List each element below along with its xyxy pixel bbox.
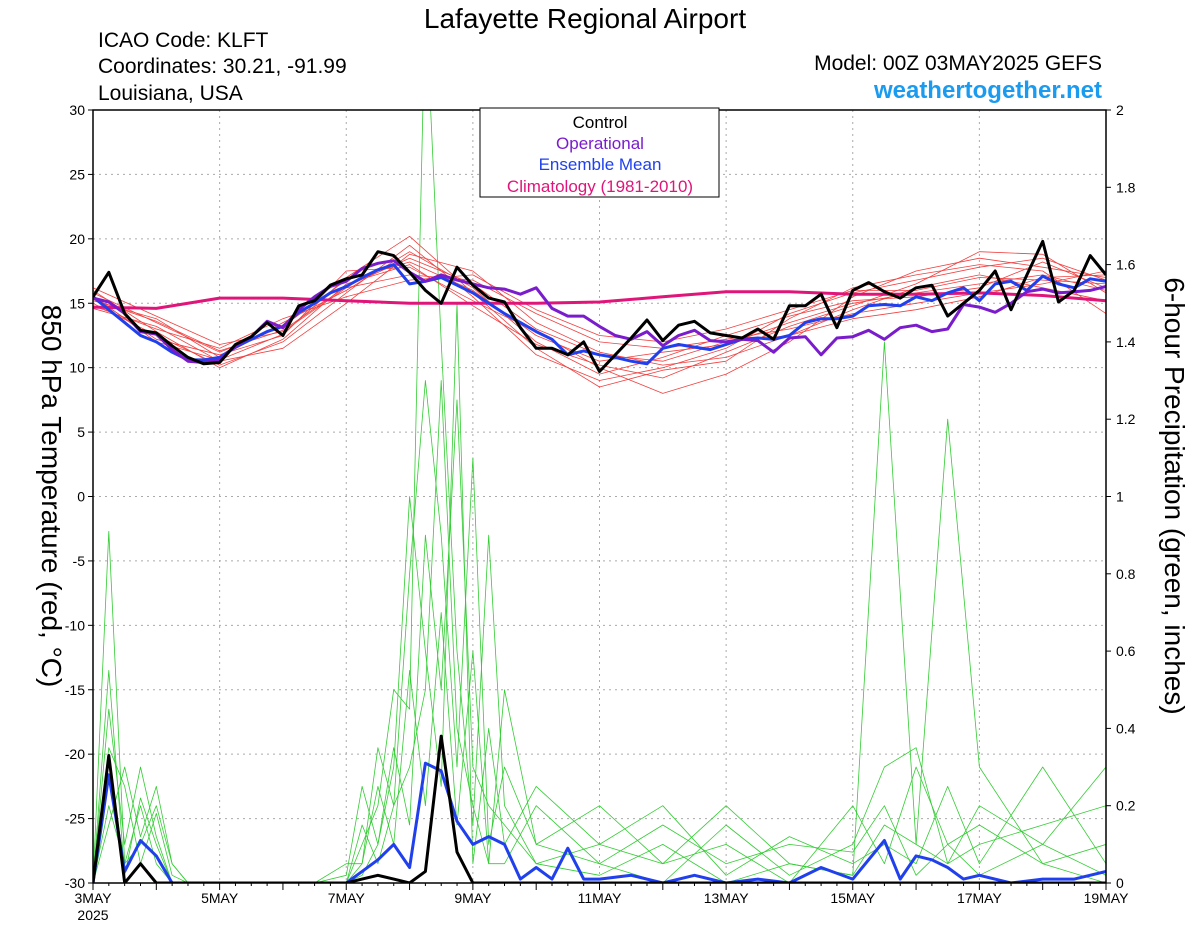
legend: Control Operational Ensemble Mean Climat… — [479, 107, 720, 198]
temperature-member-line — [93, 235, 1106, 388]
legend-ensemble-mean: Ensemble Mean — [539, 155, 662, 174]
y2-tick-label: 1.6 — [1116, 257, 1136, 273]
coordinates: Coordinates: 30.21, -91.99 — [98, 55, 347, 78]
precip-control-line — [93, 734, 1106, 883]
y-tick-label: 30 — [69, 102, 85, 118]
y2-tick-label: 1.8 — [1116, 179, 1136, 195]
y-tick-label: -15 — [65, 682, 85, 698]
precip-member-line — [93, 399, 1106, 883]
y-tick-label: -5 — [73, 553, 86, 569]
chart-title: Lafayette Regional Airport — [424, 3, 746, 34]
y-tick-label: 20 — [69, 231, 85, 247]
y2-tick-label: 0 — [1116, 875, 1124, 891]
precip-member-line — [93, 612, 1106, 883]
y-tick-label: 10 — [69, 360, 85, 376]
x-tick-label: 9MAY — [454, 890, 492, 906]
climatology-line — [93, 290, 1106, 310]
y2-axis-label: 6-hour Precipitation (green, inches) — [1159, 277, 1190, 714]
y-tick-label: -20 — [65, 746, 85, 762]
y2-tick-label: 0.2 — [1116, 798, 1136, 814]
x-tick-label: 3MAY — [74, 890, 112, 906]
y-tick-label: -10 — [65, 617, 85, 633]
temperature-member-line — [93, 257, 1106, 394]
y2-tick-label: 0.4 — [1116, 720, 1136, 736]
y-tick-label: 0 — [77, 489, 85, 505]
precip-member-line — [93, 380, 1106, 883]
legend-control: Control — [573, 113, 628, 132]
temperature-member-line — [93, 244, 1106, 381]
x-tick-label: 19MAY — [1084, 890, 1130, 906]
y-tick-label: -25 — [65, 811, 85, 827]
temperature-member-line — [93, 251, 1106, 379]
main-series — [93, 239, 1106, 883]
temperature-member-line — [93, 253, 1106, 366]
temperature-control-line — [93, 239, 1106, 373]
temperature-member-line — [93, 270, 1106, 349]
x-tick-label: 5MAY — [201, 890, 239, 906]
site-link[interactable]: weathertogether.net — [873, 77, 1102, 104]
grid-lines — [93, 110, 1106, 883]
y2-tick-label: 1.4 — [1116, 334, 1136, 350]
precip-members — [93, 110, 1106, 883]
y-tick-label: 25 — [69, 166, 85, 182]
y-tick-label: 5 — [77, 424, 85, 440]
x-year-label: 2025 — [77, 907, 108, 923]
y-axis-label: 850 hPa Temperature (red, °C) — [36, 305, 67, 688]
y2-tick-label: 0.6 — [1116, 643, 1136, 659]
y2-tick-label: 1 — [1116, 489, 1124, 505]
y-tick-label: -30 — [65, 875, 85, 891]
y-tick-label: 15 — [69, 295, 85, 311]
precip-member-line — [93, 380, 1106, 883]
x-tick-label: 17MAY — [957, 890, 1003, 906]
icao-code: ICAO Code: KLFT — [98, 29, 269, 52]
y2-tick-label: 2 — [1116, 102, 1124, 118]
location: Louisiana, USA — [98, 82, 243, 105]
legend-operational: Operational — [556, 134, 644, 153]
x-tick-label: 13MAY — [704, 890, 750, 906]
legend-box — [479, 107, 720, 198]
legend-climatology: Climatology (1981-2010) — [507, 177, 693, 196]
precip-ensemble-mean-line — [93, 761, 1106, 883]
x-tick-label: 11MAY — [578, 890, 622, 906]
precip-member-line — [93, 302, 1106, 883]
y2-tick-label: 0.8 — [1116, 566, 1136, 582]
x-tick-label: 15MAY — [830, 890, 876, 906]
axes: 302520151050-5-10-15-20-25-3021.81.61.41… — [65, 102, 1136, 923]
model-run: Model: 00Z 03MAY2025 GEFS — [814, 52, 1102, 75]
x-tick-label: 7MAY — [328, 890, 366, 906]
y2-tick-label: 1.2 — [1116, 411, 1136, 427]
